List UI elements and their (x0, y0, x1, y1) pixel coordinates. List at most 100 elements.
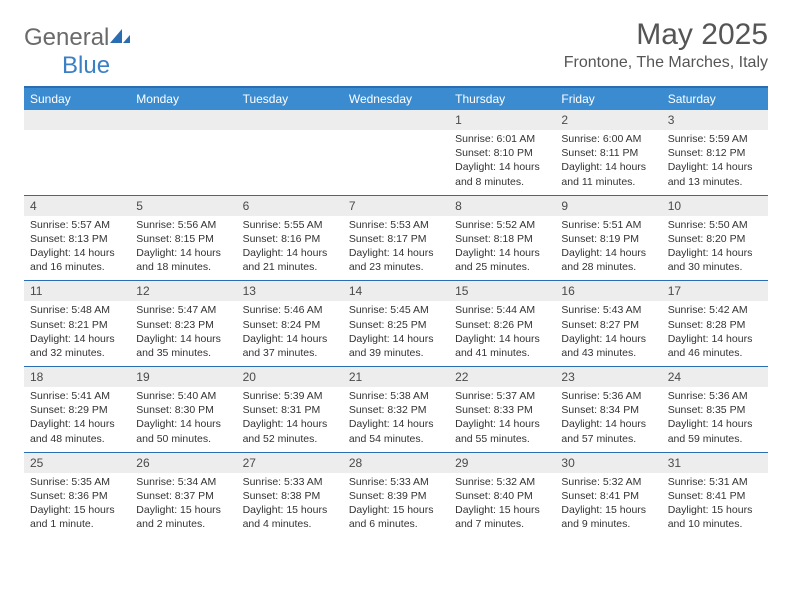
date-number: 2 (555, 110, 661, 130)
cell-line: and 6 minutes. (349, 517, 445, 531)
cell-line: and 9 minutes. (561, 517, 657, 531)
date-number-row: 123 (24, 110, 768, 130)
cell-line: Sunset: 8:26 PM (455, 318, 551, 332)
cell-line: Sunrise: 5:50 AM (668, 218, 764, 232)
date-number: 6 (237, 196, 343, 216)
cell-line: and 41 minutes. (455, 346, 551, 360)
cell-line: and 13 minutes. (668, 175, 764, 189)
cell-line: Daylight: 14 hours (455, 160, 551, 174)
cell-line: Sunrise: 5:39 AM (243, 389, 339, 403)
cell-line: Sunset: 8:30 PM (136, 403, 232, 417)
date-number: 23 (555, 367, 661, 387)
cell-line: Sunrise: 5:59 AM (668, 132, 764, 146)
cell-line: Sunset: 8:17 PM (349, 232, 445, 246)
date-data-row: Sunrise: 5:57 AMSunset: 8:13 PM Daylight:… (24, 216, 768, 281)
date-cell: Sunrise: 5:32 AMSunset: 8:41 PMDaylight:… (555, 473, 661, 538)
cell-line: Sunrise: 5:47 AM (136, 303, 232, 317)
cell-line: and 50 minutes. (136, 432, 232, 446)
weekday-header: Monday (130, 88, 236, 110)
cell-line: Sunrise: 5:37 AM (455, 389, 551, 403)
date-number (24, 110, 130, 130)
cell-line: Daylight: 14 hours (136, 332, 232, 346)
date-cell: Sunrise: 5:48 AMSunset: 8:21 PMDaylight:… (24, 301, 130, 366)
cell-line: and 21 minutes. (243, 260, 339, 274)
cell-line: Daylight: 14 hours (455, 246, 551, 260)
cell-line: Daylight: 14 hours (30, 332, 126, 346)
date-cell: Sunrise: 5:56 AMSunset: 8:15 PMDaylight:… (130, 216, 236, 281)
cell-line: and 23 minutes. (349, 260, 445, 274)
date-cell: Sunrise: 5:40 AMSunset: 8:30 PMDaylight:… (130, 387, 236, 452)
cell-line: Sunrise: 5:32 AM (455, 475, 551, 489)
cell-line: and 37 minutes. (243, 346, 339, 360)
cell-line: Sunset: 8:32 PM (349, 403, 445, 417)
date-cell: Sunrise: 5:33 AMSunset: 8:38 PMDaylight:… (237, 473, 343, 538)
cell-line: Daylight: 15 hours (561, 503, 657, 517)
cell-line: Daylight: 14 hours (561, 246, 657, 260)
cell-line: and 16 minutes. (30, 260, 126, 274)
cell-line: Sunrise: 5:55 AM (243, 218, 339, 232)
date-number: 1 (449, 110, 555, 130)
cell-line: Daylight: 15 hours (668, 503, 764, 517)
cell-line: Sunset: 8:13 PM (30, 232, 126, 246)
cell-line: Sunset: 8:23 PM (136, 318, 232, 332)
date-number: 29 (449, 453, 555, 473)
cell-line: Sunrise: 5:38 AM (349, 389, 445, 403)
date-cell (237, 130, 343, 195)
date-cell: Sunrise: 6:00 AMSunset: 8:11 PMDaylight:… (555, 130, 661, 195)
cell-line: and 11 minutes. (561, 175, 657, 189)
date-cell (130, 130, 236, 195)
cell-line: and 8 minutes. (455, 175, 551, 189)
date-number: 14 (343, 281, 449, 301)
date-number: 21 (343, 367, 449, 387)
cell-line: Daylight: 15 hours (30, 503, 126, 517)
cell-line: Sunrise: 5:53 AM (349, 218, 445, 232)
cell-line: Sunrise: 5:45 AM (349, 303, 445, 317)
cell-line: and 1 minute. (30, 517, 126, 531)
cell-line: and 30 minutes. (668, 260, 764, 274)
cell-line: and 28 minutes. (561, 260, 657, 274)
cell-line: Daylight: 15 hours (455, 503, 551, 517)
date-cell: Sunrise: 5:38 AMSunset: 8:32 PMDaylight:… (343, 387, 449, 452)
cell-line: Daylight: 14 hours (561, 332, 657, 346)
logo: General (24, 18, 132, 52)
cell-line: and 39 minutes. (349, 346, 445, 360)
cell-line: Sunrise: 5:52 AM (455, 218, 551, 232)
date-data-row: Sunrise: 5:35 AMSunset: 8:36 PMDaylight:… (24, 473, 768, 538)
date-number: 7 (343, 196, 449, 216)
cell-line: Daylight: 15 hours (243, 503, 339, 517)
cell-line: and 18 minutes. (136, 260, 232, 274)
cell-line: Sunset: 8:28 PM (668, 318, 764, 332)
cell-line: Sunrise: 5:31 AM (668, 475, 764, 489)
date-number: 20 (237, 367, 343, 387)
date-number: 18 (24, 367, 130, 387)
date-cell (24, 130, 130, 195)
date-number: 9 (555, 196, 661, 216)
weekday-header: Wednesday (343, 88, 449, 110)
logo-text-general: General (24, 24, 109, 52)
cell-line: Daylight: 14 hours (561, 160, 657, 174)
date-number: 11 (24, 281, 130, 301)
date-data-row: Sunrise: 5:48 AMSunset: 8:21 PMDaylight:… (24, 301, 768, 366)
cell-line: Sunset: 8:41 PM (668, 489, 764, 503)
cell-line: Sunset: 8:20 PM (668, 232, 764, 246)
date-number: 28 (343, 453, 449, 473)
cell-line: Sunrise: 5:57 AM (30, 218, 126, 232)
cell-line: and 54 minutes. (349, 432, 445, 446)
date-number: 13 (237, 281, 343, 301)
date-number: 22 (449, 367, 555, 387)
cell-line: Daylight: 14 hours (349, 417, 445, 431)
date-number-row: 25262728293031 (24, 452, 768, 473)
cell-line: Sunrise: 5:36 AM (668, 389, 764, 403)
date-cell: Sunrise: 5:41 AMSunset: 8:29 PMDaylight:… (24, 387, 130, 452)
cell-line: Sunset: 8:27 PM (561, 318, 657, 332)
cell-line: Sunrise: 5:46 AM (243, 303, 339, 317)
cell-line: Sunset: 8:38 PM (243, 489, 339, 503)
date-cell: Sunrise: 5:33 AMSunset: 8:39 PMDaylight:… (343, 473, 449, 538)
cell-line: Sunrise: 5:43 AM (561, 303, 657, 317)
cell-line: Sunrise: 5:40 AM (136, 389, 232, 403)
cell-line: Daylight: 14 hours (349, 332, 445, 346)
date-number: 3 (662, 110, 768, 130)
cell-line: and 52 minutes. (243, 432, 339, 446)
weekday-header: Saturday (662, 88, 768, 110)
cell-line: Daylight: 14 hours (243, 246, 339, 260)
